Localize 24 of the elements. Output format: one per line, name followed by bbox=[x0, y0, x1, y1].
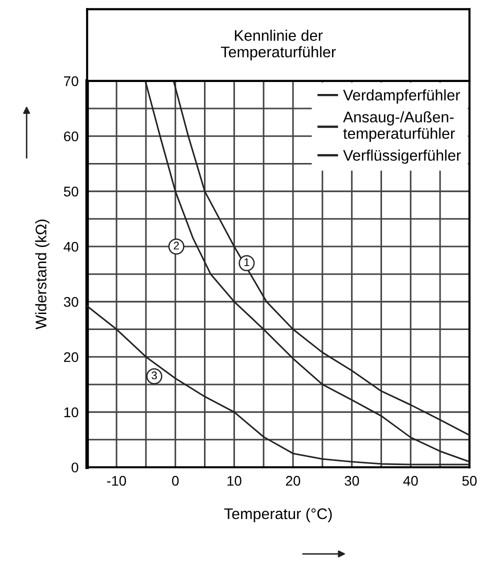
legend-label: Verdampferfühler bbox=[343, 89, 460, 104]
legend-label: Ansaug-/Außen- temperaturfühler bbox=[343, 111, 455, 142]
annotation: 1 bbox=[244, 258, 250, 266]
annotation: 2 bbox=[174, 242, 179, 250]
x-tick-label: 30 bbox=[344, 476, 360, 486]
legend-label: Verflüssigerfühler bbox=[343, 150, 461, 164]
annotation: 3 bbox=[152, 371, 157, 380]
x-tick-label: -10 bbox=[107, 476, 126, 486]
x-tick-label: 20 bbox=[286, 476, 300, 486]
x-tick-label: 40 bbox=[403, 476, 418, 486]
x-axis-title: Temperatur (°C) bbox=[224, 508, 332, 522]
y-tick-label: 50 bbox=[64, 186, 78, 196]
y-tick-label: 30 bbox=[64, 297, 78, 307]
chart-title: Kennlinie der Temperaturfühler bbox=[220, 30, 336, 60]
y-tick-label: 20 bbox=[64, 352, 78, 362]
y-axis-title: Widerstand (kΩ) bbox=[35, 220, 50, 330]
x-tick-label: 0 bbox=[172, 476, 179, 486]
y-tick-label: 60 bbox=[64, 131, 78, 142]
x-tick-label: 10 bbox=[228, 476, 242, 486]
x-tick-label: 50 bbox=[462, 476, 477, 486]
y-tick-label: 70 bbox=[64, 76, 78, 86]
y-tick-label: 10 bbox=[64, 407, 78, 418]
y-tick-label: 40 bbox=[64, 242, 78, 252]
y-tick-label: 0 bbox=[72, 462, 78, 472]
